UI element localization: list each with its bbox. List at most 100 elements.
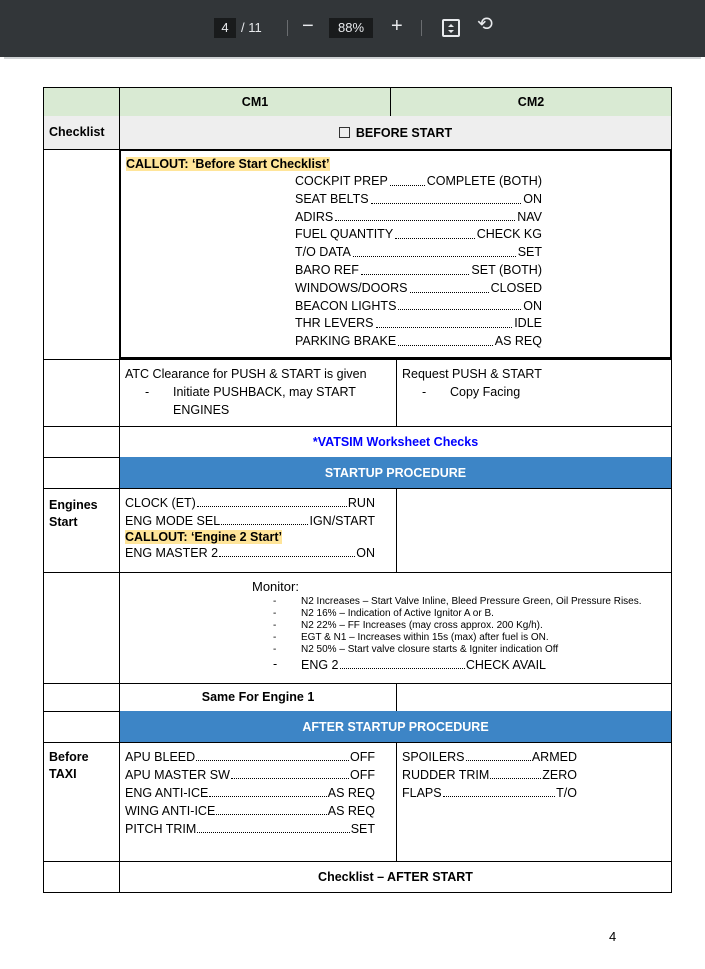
checklist-item: CLOCK (ET) RUN bbox=[125, 494, 375, 512]
item-value: CLOSED bbox=[490, 280, 542, 295]
checklist-item: PARKING BRAKE AS REQ bbox=[295, 333, 542, 351]
zoom-out-button[interactable]: − bbox=[302, 15, 314, 37]
header-empty bbox=[44, 88, 120, 116]
item-value: AS REQ bbox=[494, 334, 542, 349]
after-startup-header-row: AFTER STARTUP PROCEDURE bbox=[43, 711, 672, 743]
item-value: NAV bbox=[517, 209, 542, 224]
item-label: WINDOWS/DOORS bbox=[295, 280, 408, 295]
item-value: ON bbox=[523, 298, 542, 313]
item-value: RUN bbox=[347, 496, 375, 510]
header-cm2: CM2 bbox=[517, 95, 545, 109]
checklist-item: ENG MASTER 2 ON bbox=[125, 544, 375, 562]
fit-page-icon[interactable] bbox=[442, 19, 460, 37]
atc-cm2: Request PUSH & START Copy Facing bbox=[397, 359, 671, 426]
item-value: OFF bbox=[350, 768, 375, 782]
cm1-list: APU BLEED OFF APU MASTER SW OFF ENG ANTI-ICE… bbox=[125, 748, 375, 838]
page-number-input[interactable]: 4 bbox=[214, 18, 236, 38]
checklist-row: Checklist BEFORE START bbox=[43, 116, 672, 150]
vatsim-row: *VATSIM Worksheet Checks bbox=[43, 426, 672, 458]
item-label: COCKPIT PREP bbox=[295, 174, 388, 188]
startup-header-row: STARTUP PROCEDURE bbox=[43, 457, 672, 489]
atc-text: Request PUSH & START bbox=[402, 367, 542, 381]
item-value: ARMED bbox=[531, 750, 577, 764]
checklist-item: WING ANTI-ICE AS REQ bbox=[125, 802, 375, 820]
after-start-checklist-row: Checklist – AFTER START bbox=[43, 861, 672, 893]
divider bbox=[287, 20, 288, 36]
item-label: BEACON LIGHTS bbox=[295, 298, 397, 313]
engines-start-cm1: CLOCK (ET) RUN ENG MODE SEL IGN/START CALLO… bbox=[120, 488, 397, 572]
before-taxi-cm2: SPOILERS ARMED RUDDER TRIM ZERO FLAPS T/O bbox=[397, 742, 671, 861]
item-value: AS REQ bbox=[327, 786, 375, 800]
item-label: PARKING BRAKE bbox=[295, 334, 397, 349]
row-label bbox=[44, 711, 120, 742]
empty-cell bbox=[397, 683, 671, 711]
monitor-item: N2 16% – Indication of Active Ignitor A … bbox=[273, 608, 671, 620]
checklist-item: BARO REF SET (BOTH) bbox=[295, 262, 542, 280]
item-label: ENG ANTI-ICE bbox=[125, 786, 209, 800]
row-label: Engines Start bbox=[44, 488, 120, 572]
header-row: CM1 CM2 bbox=[43, 87, 672, 117]
item-label: RUDDER TRIM bbox=[402, 768, 490, 782]
rotate-icon[interactable]: ⟲ bbox=[477, 14, 493, 35]
checklist-item: RUDDER TRIM ZERO bbox=[402, 766, 577, 784]
item-label: CLOCK (ET) bbox=[125, 496, 196, 510]
before-start-title: BEFORE START bbox=[120, 116, 671, 149]
checklist-item: ADIRS NAV bbox=[295, 209, 542, 227]
vatsim-link[interactable]: *VATSIM Worksheet Checks bbox=[312, 434, 479, 449]
checklist-item: FUEL QUANTITY CHECK KG bbox=[295, 226, 542, 244]
item-label: SEAT BELTS bbox=[295, 191, 369, 206]
checklist-item: T/O DATA SET bbox=[295, 244, 542, 262]
checklist-item: THR LEVERS IDLE bbox=[295, 315, 542, 333]
pdf-toolbar: 4 / 11 − 88% + ⟲ bbox=[0, 0, 705, 57]
row-label bbox=[44, 359, 120, 426]
item-label: ENG MASTER 2 bbox=[125, 546, 219, 560]
monitor-cell: Monitor: N2 Increases – Start Valve Inli… bbox=[120, 572, 671, 683]
same-engine1: Same For Engine 1 bbox=[120, 683, 397, 711]
same-engine-row: Same For Engine 1 bbox=[43, 683, 672, 712]
checklist-item: BEACON LIGHTS ON bbox=[295, 298, 542, 316]
item-value: SET (BOTH) bbox=[471, 262, 542, 277]
monitor-title: Monitor: bbox=[252, 579, 299, 594]
checkbox-icon[interactable] bbox=[338, 127, 350, 138]
row-label: Before TAXI bbox=[44, 742, 120, 861]
callout: CALLOUT: ‘Engine 2 Start’ bbox=[125, 530, 282, 544]
after-start-checklist: Checklist – AFTER START bbox=[318, 869, 473, 884]
item-label: WING ANTI-ICE bbox=[125, 804, 216, 818]
engines-start-row: Engines Start CLOCK (ET) RUN ENG MODE SEL I… bbox=[43, 488, 672, 573]
row-label bbox=[44, 149, 120, 359]
atc-cm1: ATC Clearance for PUSH & START is given … bbox=[120, 359, 397, 426]
row-label bbox=[44, 572, 120, 683]
item-value: IGN/START bbox=[309, 514, 375, 528]
item-value: IDLE bbox=[514, 316, 542, 331]
monitor-final: ENG 2 CHECK AVAIL bbox=[273, 656, 671, 674]
item-label: APU BLEED bbox=[125, 750, 196, 764]
item-value: COMPLETE (BOTH) bbox=[426, 174, 542, 188]
atc-text: ATC Clearance for PUSH & START is given bbox=[125, 367, 367, 381]
zoom-level-input[interactable]: 88% bbox=[329, 18, 373, 38]
item-label: FLAPS bbox=[402, 786, 442, 800]
item-label: PITCH TRIM bbox=[125, 822, 197, 836]
item-value: AS REQ bbox=[327, 804, 375, 818]
page-number: 4 bbox=[609, 929, 617, 944]
checklist-item: ENG ANTI-ICE AS REQ bbox=[125, 784, 375, 802]
checklist-item: APU MASTER SW OFF bbox=[125, 766, 375, 784]
before-taxi-row: Before TAXI APU BLEED OFF APU MASTER SW OFF… bbox=[43, 742, 672, 862]
checklist-item: APU BLEED OFF bbox=[125, 748, 375, 766]
checklist-item: PITCH TRIM SET bbox=[125, 820, 375, 838]
divider bbox=[421, 20, 422, 36]
after-startup-title: AFTER STARTUP PROCEDURE bbox=[120, 711, 671, 742]
row-label bbox=[44, 683, 120, 711]
before-start-box: CALLOUT: ‘Before Start Checklist’ COCKPI… bbox=[119, 149, 672, 359]
row-label bbox=[44, 457, 120, 488]
row-label bbox=[44, 426, 120, 457]
item-value: CHECK AVAIL bbox=[465, 658, 546, 672]
item-value: ON bbox=[523, 191, 542, 206]
zoom-in-button[interactable]: + bbox=[391, 15, 403, 37]
header-cm1: CM1 bbox=[120, 88, 391, 116]
item-label: ENG MODE SEL bbox=[125, 514, 221, 528]
startup-list: CLOCK (ET) RUN ENG MODE SEL IGN/START bbox=[125, 494, 375, 530]
item-value: T/O bbox=[556, 786, 577, 800]
checklist-title: BEFORE START bbox=[355, 125, 453, 140]
before-taxi-cm1: APU BLEED OFF APU MASTER SW OFF ENG ANTI-ICE… bbox=[120, 742, 397, 861]
atc-subitem: Copy Facing bbox=[422, 383, 666, 401]
